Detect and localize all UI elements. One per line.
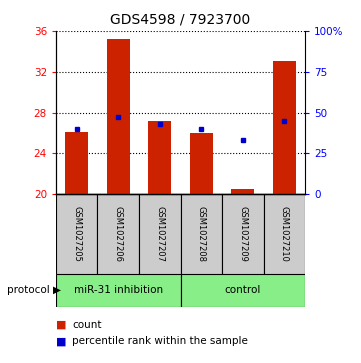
Text: control: control [225,285,261,295]
Bar [56,194,97,274]
Bar [264,194,305,274]
Text: percentile rank within the sample: percentile rank within the sample [72,336,248,346]
Bar [139,194,180,274]
Text: miR-31 inhibition: miR-31 inhibition [74,285,163,295]
Text: ■: ■ [56,336,66,346]
Bar [180,194,222,274]
Bar [65,132,88,194]
Bar [107,39,130,194]
Text: GSM1027209: GSM1027209 [238,206,247,262]
Text: protocol ▶: protocol ▶ [7,285,61,295]
Text: GSM1027205: GSM1027205 [72,206,81,262]
Text: GSM1027206: GSM1027206 [114,206,123,262]
Bar [97,194,139,274]
Text: GSM1027210: GSM1027210 [280,206,289,262]
Text: GSM1027207: GSM1027207 [155,206,164,262]
Text: GSM1027208: GSM1027208 [197,206,206,262]
Title: GDS4598 / 7923700: GDS4598 / 7923700 [110,13,251,27]
Text: ■: ■ [56,320,66,330]
Bar [56,274,180,307]
Bar [231,189,254,194]
Bar [180,274,305,307]
Text: count: count [72,320,102,330]
Bar [148,121,171,194]
Bar [273,61,296,194]
Bar [190,133,213,194]
Bar [222,194,264,274]
